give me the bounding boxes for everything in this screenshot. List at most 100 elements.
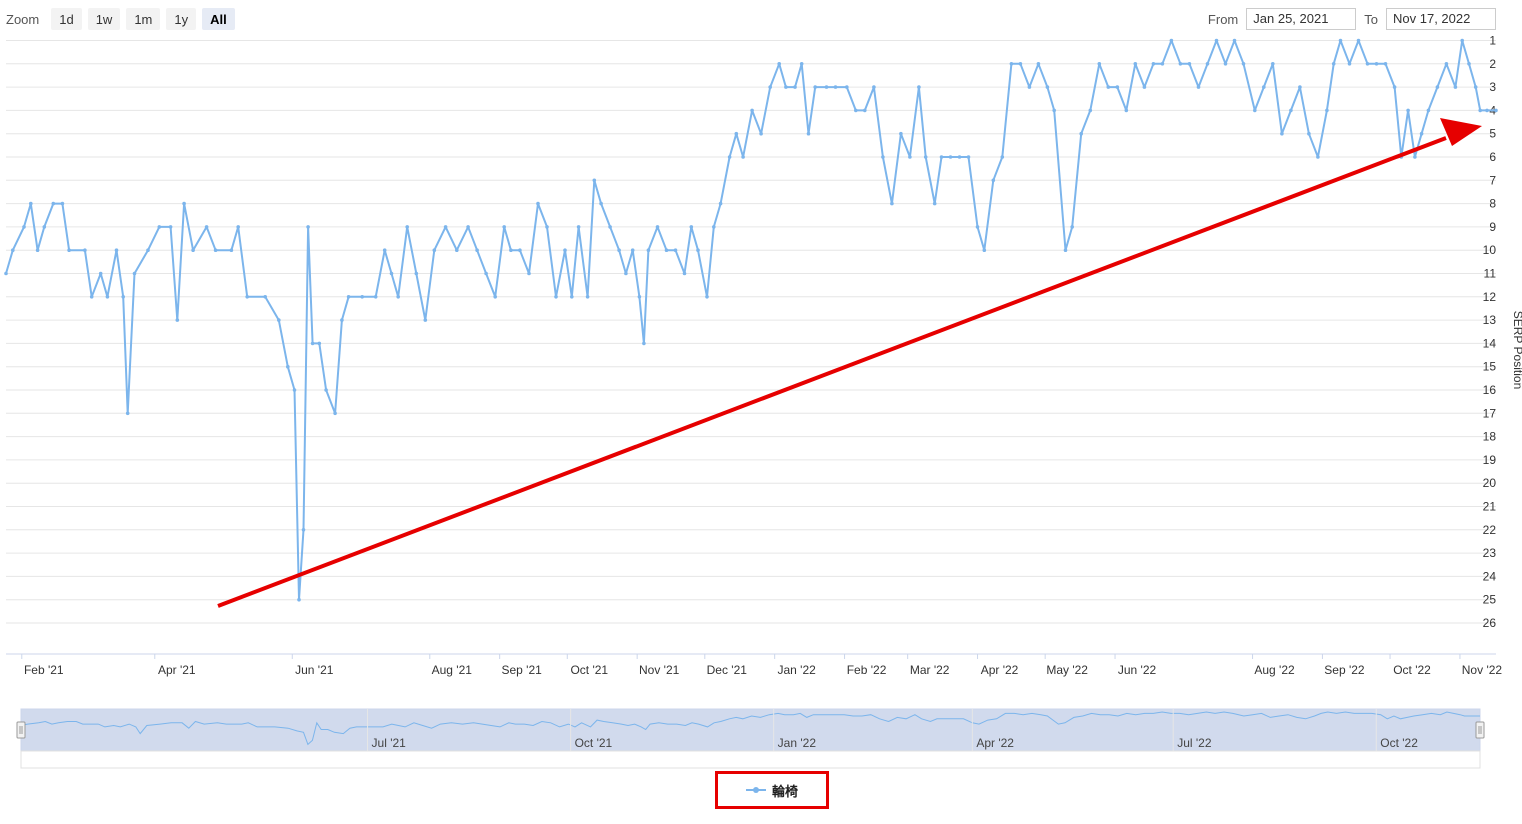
y-tick-label: 3 [1489, 80, 1496, 94]
data-point [132, 271, 137, 276]
data-point [932, 201, 937, 206]
data-point [1413, 155, 1417, 159]
x-tick-label: Oct '21 [570, 663, 608, 677]
data-point [784, 85, 788, 89]
x-tick-label: Aug '21 [432, 663, 473, 677]
data-point [1444, 62, 1449, 66]
navigator-tick-label: Oct '22 [1380, 736, 1418, 750]
data-point [1406, 108, 1410, 113]
data-point [1187, 62, 1192, 66]
data-point [1298, 85, 1302, 89]
data-point [646, 248, 651, 252]
data-point [1280, 131, 1284, 136]
data-point [1262, 85, 1266, 89]
data-point [1478, 108, 1482, 113]
annotation-arrow-line [217, 136, 1447, 608]
data-point [917, 85, 921, 89]
date-range-selector: From Jan 25, 2021 To Nov 17, 2022 [1208, 8, 1496, 30]
data-point [89, 295, 94, 299]
x-tick-label: Sep '22 [1324, 663, 1365, 677]
x-tick-label: Feb '22 [847, 663, 887, 677]
data-point [1307, 131, 1311, 136]
data-point [682, 271, 687, 276]
data-point [423, 318, 428, 322]
data-point [991, 178, 996, 183]
data-point [592, 178, 597, 183]
data-point [121, 295, 125, 299]
to-date-input[interactable]: Nov 17, 2022 [1386, 8, 1496, 30]
legend[interactable]: 輪椅 [715, 771, 829, 809]
data-point [204, 225, 209, 229]
data-point [966, 155, 971, 159]
x-tick-label: Apr '22 [981, 663, 1019, 677]
y-tick-label: 18 [1483, 430, 1497, 444]
data-point [845, 85, 849, 89]
data-point [1392, 85, 1397, 89]
x-tick-label: Apr '21 [158, 663, 196, 677]
data-point [1435, 85, 1440, 89]
data-point [1473, 85, 1478, 89]
data-point [382, 248, 387, 252]
y-tick-label: 7 [1489, 173, 1496, 187]
data-point [324, 388, 328, 392]
data-point [263, 295, 268, 299]
data-point [899, 131, 903, 136]
navigator-left-handle[interactable] [16, 721, 26, 739]
zoom-1w-button[interactable]: 1w [87, 8, 121, 30]
data-point [1494, 108, 1498, 113]
data-point [292, 388, 297, 392]
navigator-tick-label: Jan '22 [778, 736, 817, 750]
data-point [908, 155, 912, 159]
data-point [1338, 38, 1343, 43]
data-point [637, 295, 642, 299]
data-point [608, 225, 612, 229]
data-point [1124, 108, 1129, 113]
data-point [833, 85, 838, 89]
data-point [1289, 108, 1293, 113]
zoom-all-button[interactable]: All [202, 8, 235, 30]
data-point [712, 225, 716, 229]
x-tick-label: Dec '21 [707, 663, 748, 677]
from-date-input[interactable]: Jan 25, 2021 [1246, 8, 1357, 30]
x-tick-label: Sep '21 [501, 663, 542, 677]
data-point [1253, 108, 1257, 113]
data-point [1018, 62, 1023, 66]
data-point [1426, 108, 1431, 113]
data-point [1365, 62, 1370, 66]
data-point [696, 248, 700, 252]
data-point [1383, 62, 1388, 66]
x-tick-label: Oct '22 [1393, 663, 1431, 677]
data-point [114, 248, 119, 252]
data-point [545, 225, 549, 229]
data-point [1205, 62, 1210, 66]
data-point [297, 597, 301, 602]
data-point [29, 201, 33, 206]
data-point [975, 225, 980, 229]
data-point [1325, 108, 1329, 113]
data-point [1214, 38, 1219, 43]
data-point [1331, 62, 1336, 66]
data-point [527, 271, 531, 276]
data-point [310, 341, 315, 346]
x-tick-label: Jun '22 [1118, 663, 1157, 677]
data-point [1063, 248, 1068, 252]
data-point [1356, 38, 1361, 43]
y-tick-label: 22 [1483, 523, 1497, 537]
data-point [1271, 62, 1275, 66]
zoom-1y-button[interactable]: 1y [166, 8, 197, 30]
data-point [4, 271, 8, 276]
navigator-right-handle[interactable] [1475, 721, 1485, 739]
data-point [689, 225, 694, 229]
zoom-1d-button[interactable]: 1d [51, 8, 82, 30]
series-line [5, 39, 1496, 601]
zoom-1m-button[interactable]: 1m [126, 8, 161, 30]
data-point [414, 271, 419, 276]
data-point [813, 85, 817, 89]
data-point [60, 201, 65, 206]
data-point [1374, 62, 1379, 66]
y-tick-label: 6 [1489, 150, 1496, 164]
data-point [585, 295, 590, 299]
x-tick-label: Aug '22 [1254, 663, 1295, 677]
data-point [890, 201, 894, 206]
data-point [536, 201, 540, 206]
